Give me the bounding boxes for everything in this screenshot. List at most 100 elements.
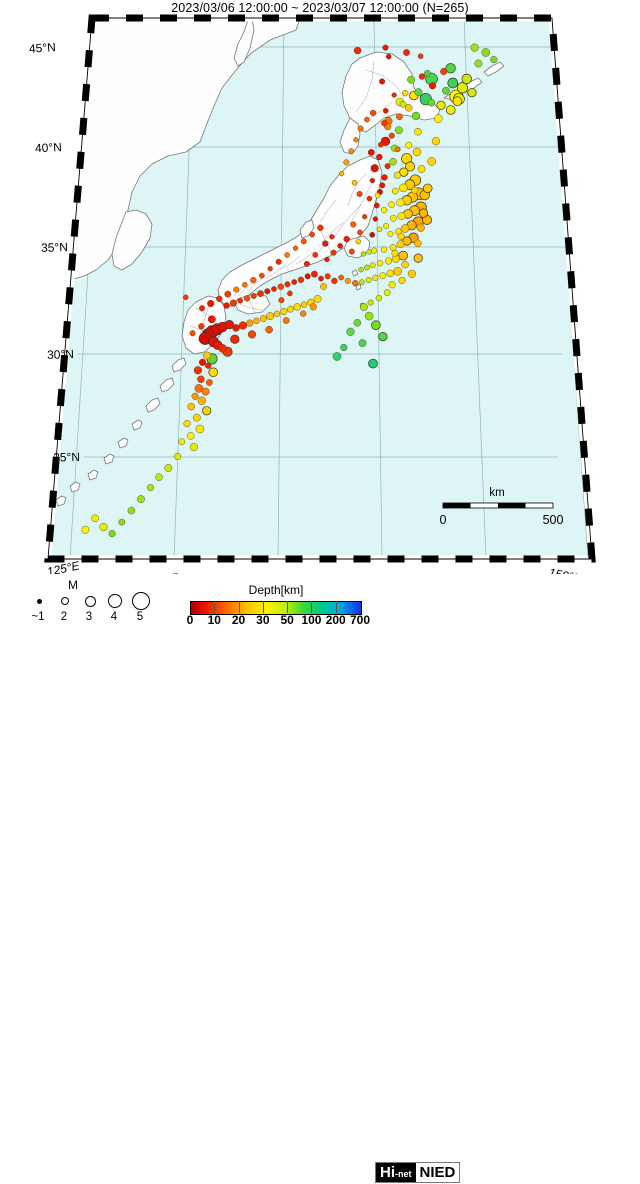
epicenter-marker[interactable] [243,295,251,302]
epicenter-marker[interactable] [371,247,378,254]
epicenter-marker[interactable] [379,182,386,189]
epicenter-marker[interactable] [383,289,391,296]
epicenter-marker[interactable] [287,305,294,313]
epicenter-marker[interactable] [383,223,390,229]
epicenter-marker[interactable] [178,438,186,446]
epicenter-marker[interactable] [402,89,409,97]
epicenter-marker[interactable] [407,75,415,84]
epicenter-marker[interactable] [207,299,215,308]
epicenter-marker[interactable] [353,137,359,143]
epicenter-marker[interactable] [233,286,240,293]
epicenter-marker[interactable] [414,127,422,136]
epicenter-marker[interactable] [369,109,377,117]
epicenter-marker[interactable] [348,248,355,255]
epicenter-marker[interactable] [362,214,368,220]
epicenter-marker[interactable] [411,186,419,194]
epicenter-marker[interactable] [374,202,380,209]
epicenter-marker[interactable] [403,49,410,56]
epicenter-marker[interactable] [390,214,397,222]
epicenter-marker[interactable] [247,330,257,339]
epicenter-marker[interactable] [224,320,234,330]
epicenter-marker[interactable] [230,334,240,344]
epicenter-marker[interactable] [407,269,416,278]
epicenter-marker[interactable] [137,495,145,503]
epicenter-marker[interactable] [394,126,403,135]
epicenter-marker[interactable] [372,274,379,281]
epicenter-marker[interactable] [364,264,370,271]
epicenter-marker[interactable] [374,192,381,199]
epicenter-marker[interactable] [320,283,327,290]
epicenter-marker[interactable] [400,224,410,233]
epicenter-marker[interactable] [203,351,211,360]
epicenter-marker[interactable] [370,164,379,173]
epicenter-marker[interactable] [383,108,389,114]
epicenter-marker[interactable] [369,232,376,238]
epicenter-marker[interactable] [388,281,396,289]
epicenter-marker[interactable] [418,73,426,80]
epicenter-marker[interactable] [428,82,437,90]
epicenter-marker[interactable] [399,100,407,108]
epicenter-marker[interactable] [216,295,223,302]
epicenter-marker[interactable] [376,259,384,267]
epicenter-marker[interactable] [396,198,405,207]
epicenter-marker[interactable] [456,82,468,94]
epicenter-marker[interactable] [202,406,212,416]
epicenter-marker[interactable] [192,413,201,422]
epicenter-marker[interactable] [351,179,358,186]
epicenter-marker[interactable] [401,260,409,269]
epicenter-marker[interactable] [366,248,372,255]
epicenter-marker[interactable] [413,253,423,263]
epicenter-marker[interactable] [197,396,206,405]
epicenter-marker[interactable] [427,157,436,166]
epicenter-layer[interactable] [81,43,498,538]
epicenter-marker[interactable] [474,59,483,68]
epicenter-marker[interactable] [313,294,322,303]
epicenter-marker[interactable] [379,272,387,279]
epicenter-marker[interactable] [389,244,397,251]
epicenter-marker[interactable] [291,279,297,285]
epicenter-marker[interactable] [391,187,399,195]
epicenter-marker[interactable] [442,86,450,95]
epicenter-marker[interactable] [253,317,260,324]
epicenter-marker[interactable] [229,299,237,307]
epicenter-marker[interactable] [375,294,383,302]
epicenter-marker[interactable] [284,281,291,288]
epicenter-marker[interactable] [380,246,388,253]
epicenter-marker[interactable] [275,258,282,265]
epicenter-marker[interactable] [391,249,399,257]
epicenter-marker[interactable] [183,420,191,428]
epicenter-marker[interactable] [300,238,307,245]
epicenter-marker[interactable] [368,358,378,369]
seismicity-map[interactable]: 45°N 40°N 35°N 30°N 25°N 125°E 130°E 135… [0,14,640,574]
epicenter-marker[interactable] [127,506,136,515]
epicenter-marker[interactable] [490,56,498,64]
epicenter-marker[interactable] [317,224,324,231]
epicenter-marker[interactable] [357,125,364,132]
epicenter-marker[interactable] [118,518,126,526]
epicenter-marker[interactable] [436,100,446,110]
epicenter-marker[interactable] [417,165,426,173]
epicenter-marker[interactable] [330,249,337,256]
epicenter-marker[interactable] [206,379,213,386]
epicenter-marker[interactable] [364,116,370,123]
epicenter-marker[interactable] [384,257,392,265]
epicenter-marker[interactable] [195,424,205,434]
epicenter-marker[interactable] [324,256,330,263]
epicenter-marker[interactable] [278,297,285,304]
epicenter-marker[interactable] [207,315,216,324]
epicenter-marker[interactable] [303,260,310,267]
epicenter-marker[interactable] [309,231,315,238]
epicenter-marker[interactable] [273,310,281,317]
epicenter-marker[interactable] [396,113,403,121]
epicenter-marker[interactable] [366,195,373,202]
epicenter-marker[interactable] [259,272,265,279]
epicenter-marker[interactable] [427,98,436,107]
epicenter-marker[interactable] [146,484,155,492]
epicenter-marker[interactable] [481,48,490,57]
epicenter-marker[interactable] [399,183,408,193]
epicenter-marker[interactable] [359,303,368,311]
epicenter-marker[interactable] [164,464,173,472]
epicenter-marker[interactable] [381,120,388,127]
epicenter-marker[interactable] [397,212,406,220]
epicenter-marker[interactable] [246,319,254,327]
